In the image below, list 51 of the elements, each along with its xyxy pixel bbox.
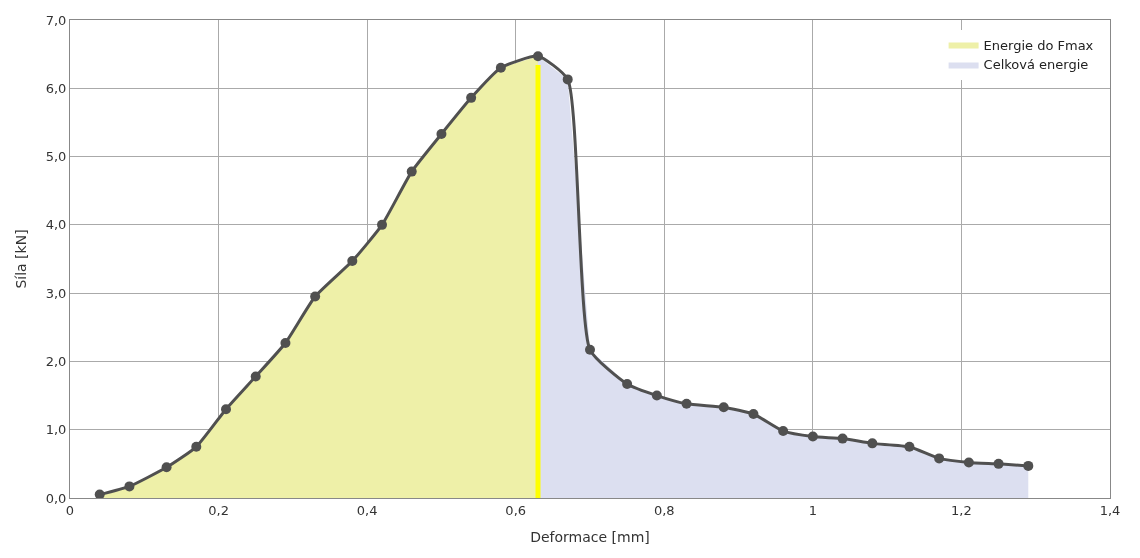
point [718,402,729,413]
y-axis-title: Síla [kN] [13,229,30,289]
x-tick-label: 1,4 [1099,502,1121,518]
point [622,378,633,389]
point [904,441,915,452]
point [748,409,759,420]
x-tick-label: 0,8 [653,502,675,518]
y-tick-label: 0,0 [45,490,67,506]
legend-label: Energie do Fmax [983,37,1094,53]
point [221,404,231,415]
point [681,398,692,409]
point [191,441,202,452]
point [562,74,573,85]
point [963,457,974,468]
point [280,337,291,348]
legend-label: Celková energie [983,57,1089,73]
point [778,426,789,437]
y-tick-label: 6,0 [45,80,67,96]
x-axis-title: Deformace [mm] [530,528,650,545]
point [436,129,447,140]
point [250,371,261,382]
point [837,433,848,444]
point [347,256,358,267]
x-tick-label: 0,6 [505,502,527,518]
point [651,390,662,401]
point [377,219,387,230]
y-tick-label: 2,0 [45,353,67,369]
y-tick-label: 3,0 [45,285,67,301]
point [124,481,135,492]
y-tick-label: 5,0 [45,149,67,165]
x-tick-label: 0 [65,502,75,518]
x-tick-label: 0,2 [208,502,229,518]
x-tick-label: 1,2 [951,502,972,518]
point [807,431,818,442]
point [533,51,543,62]
point [993,458,1004,469]
point [585,344,595,355]
point [867,438,878,449]
y-tick-label: 7,0 [45,12,67,28]
point [495,62,506,73]
x-tick-label: 1 [808,502,817,518]
point [310,291,321,302]
y-tick-label: 4,0 [45,217,67,233]
x-tick-label: 0,4 [356,502,378,518]
point [94,489,105,498]
point [466,92,477,103]
y-tick-label: 1,0 [45,422,67,438]
point [406,166,417,177]
point [1023,460,1034,471]
point [161,462,172,473]
point [934,453,945,464]
